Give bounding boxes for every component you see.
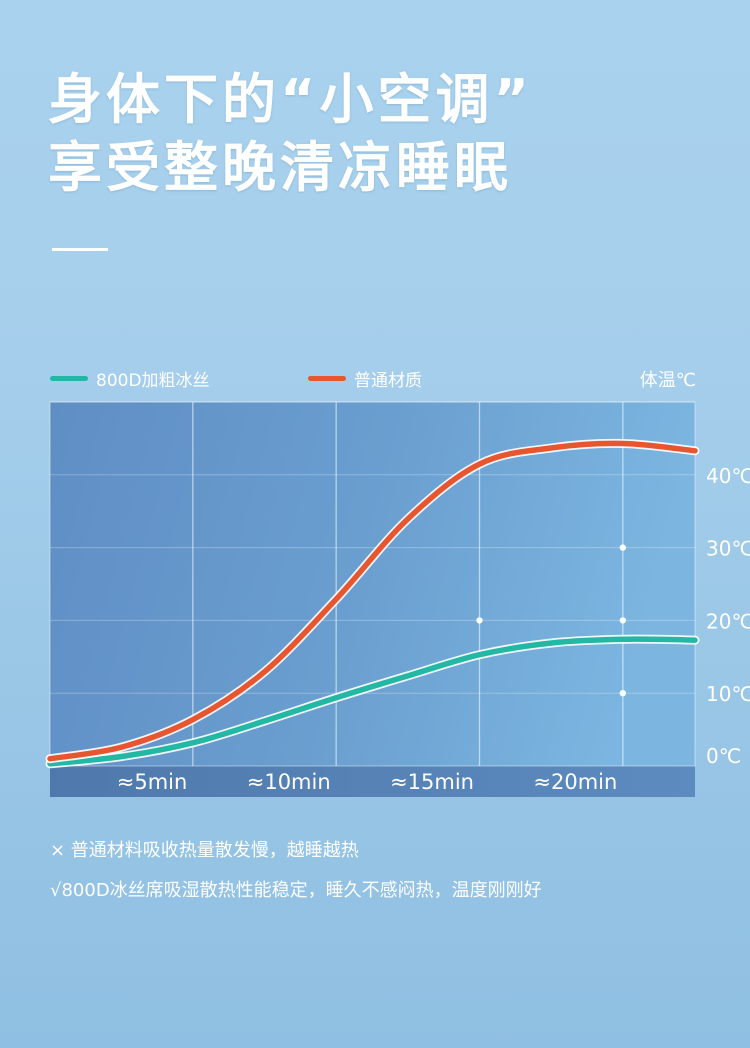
y-tick-label-1: 0℃ [706,744,741,768]
x-axis-strip [50,766,695,797]
grid-marker-2 [619,544,627,551]
plot-area [50,402,695,768]
legend-swatch-ice-silk [50,375,88,381]
grid-marker-1 [476,617,483,624]
series-lines [45,438,700,769]
headline-line-1: 身体下的“小空调” [48,68,533,131]
legend-label-ice-silk: 800D加粗冰丝 [96,370,210,391]
note-ice-silk: √800D冰丝席吸湿散热性能稳定，睡久不感闷热，温度刚刚好 [50,880,542,901]
title-divider [52,248,108,251]
note-normal-material: × 普通材料吸收热量散发慢，越睡越热 [50,840,359,861]
temperature-chart: ≈5min ≈10min ≈15min ≈20min 0℃ 10℃ 20℃ 30℃ 40℃ [45,401,750,797]
x-tick-labels: ≈5min ≈10min ≈15min ≈20min [117,770,618,794]
legend-item-ice-silk: 800D加粗冰丝 [50,366,210,391]
plot-border [49,401,696,767]
grid-marker-4 [619,690,627,697]
y-tick-labels: 0℃ 10℃ 20℃ 30℃ 40℃ [706,464,750,768]
x-tick-label-1: ≈5min [117,770,188,794]
legend-label-normal: 普通材质 [354,370,422,391]
y-unit-label: 体温℃ [639,370,696,391]
x-tick-label-4: ≈20min [533,770,617,794]
gridlines [49,401,696,767]
grid-markers [476,544,627,697]
legend-item-normal: 普通材质 [308,366,422,391]
headline: 身体下的“小空调” 享受整晚清凉睡眠 [48,66,533,202]
grid-marker-3 [619,617,627,624]
y-tick-label-4: 30℃ [706,537,750,561]
series-line-ice-silk [47,636,698,767]
series-line-normal-material [47,440,698,762]
y-tick-label-3: 20℃ [706,609,750,633]
y-tick-label-2: 10℃ [706,682,750,706]
x-tick-label-3: ≈15min [390,770,474,794]
x-tick-label-2: ≈10min [247,770,331,794]
legend-swatch-normal [308,375,346,381]
y-tick-label-5: 40℃ [706,464,750,488]
headline-line-2: 享受整晚清凉睡眠 [48,136,512,199]
